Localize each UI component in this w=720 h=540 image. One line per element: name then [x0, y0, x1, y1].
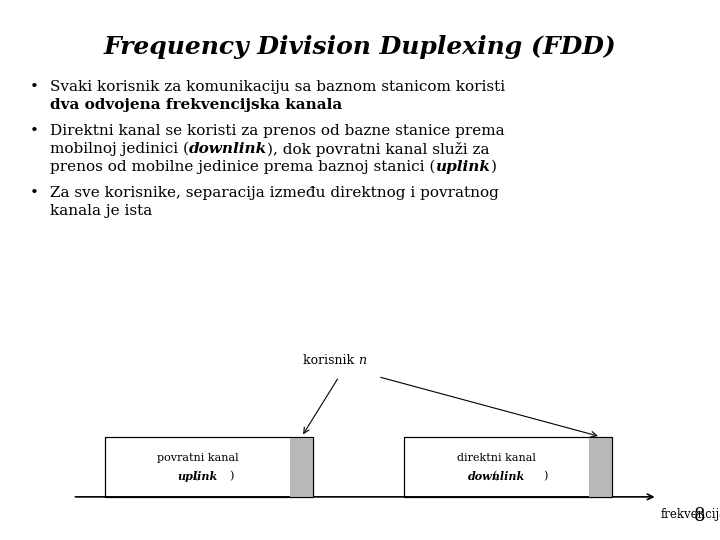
Text: Za sve korisnike, separacija između direktnog i povratnog: Za sve korisnike, separacija između dire…	[50, 186, 499, 200]
Text: •: •	[30, 124, 39, 138]
Text: (: (	[193, 471, 197, 481]
Text: ): )	[490, 160, 496, 174]
Text: •: •	[30, 186, 39, 200]
Text: povratni kanal: povratni kanal	[157, 453, 238, 463]
Text: Frequency Division Duplexing (FDD): Frequency Division Duplexing (FDD)	[104, 35, 616, 59]
Text: uplink: uplink	[178, 470, 217, 482]
Text: 8: 8	[693, 507, 705, 525]
Text: ), dok povratni kanal služi za: ), dok povratni kanal služi za	[267, 142, 490, 157]
Bar	[404, 437, 612, 497]
Text: kanala je ista: kanala je ista	[50, 204, 152, 218]
Text: Svaki korisnik za komunikaciju sa baznom stanicom koristi: Svaki korisnik za komunikaciju sa baznom…	[50, 80, 505, 94]
Text: •: •	[30, 80, 39, 94]
Text: prenos od mobilne jedinice prema baznoj stanici (: prenos od mobilne jedinice prema baznoj …	[50, 160, 436, 174]
Bar	[290, 437, 313, 497]
Text: direktni kanal: direktni kanal	[457, 453, 536, 463]
Text: Direktni kanal se koristi za prenos od bazne stanice prema: Direktni kanal se koristi za prenos od b…	[50, 124, 505, 138]
Bar	[589, 437, 612, 497]
Text: mobilnoj jedinici (: mobilnoj jedinici (	[50, 142, 189, 157]
Text: (: (	[492, 471, 497, 481]
Text: dva odvojena frekvencijska kanala: dva odvojena frekvencijska kanala	[50, 98, 342, 112]
Bar	[105, 437, 313, 497]
Text: downlink: downlink	[468, 470, 526, 482]
Text: ): )	[544, 471, 548, 481]
Bar	[404, 437, 612, 497]
Text: n: n	[359, 354, 366, 367]
Text: frekvencija: frekvencija	[661, 509, 720, 522]
Bar	[105, 437, 313, 497]
Text: uplink: uplink	[436, 160, 490, 174]
Text: ): )	[229, 471, 233, 481]
Text: downlink: downlink	[189, 142, 267, 156]
Text: korisnik: korisnik	[303, 354, 359, 367]
